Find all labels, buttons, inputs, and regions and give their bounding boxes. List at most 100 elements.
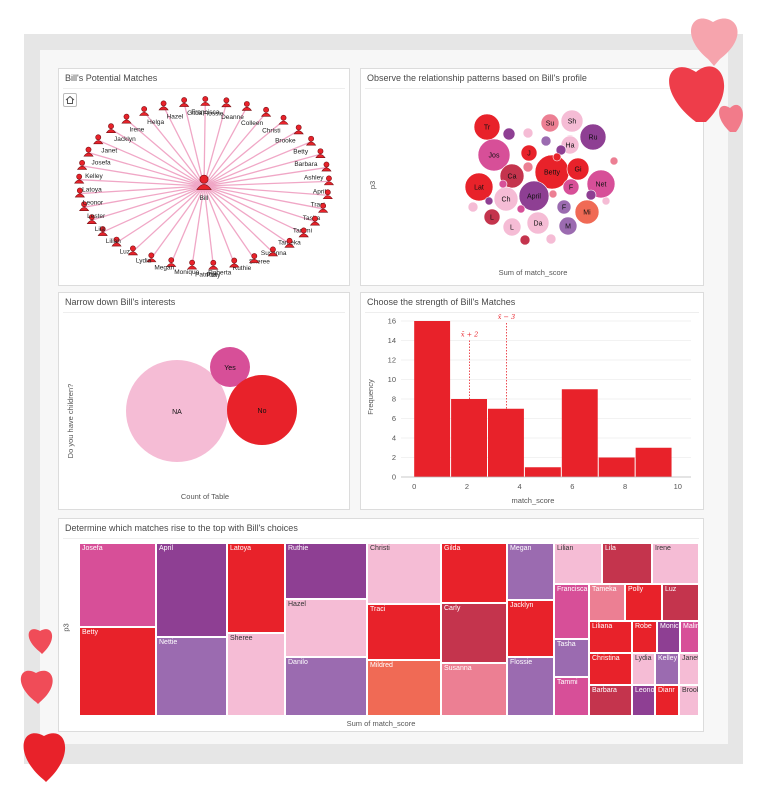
- person-icon[interactable]: [200, 96, 211, 106]
- treemap-cell[interactable]: Liliana: [589, 621, 632, 653]
- person-icon[interactable]: [79, 201, 90, 211]
- person-icon[interactable]: [86, 214, 97, 224]
- treemap-cell[interactable]: Nettie: [156, 637, 227, 716]
- treemap-cell[interactable]: Dianr: [655, 685, 679, 716]
- treemap-cell[interactable]: Lydia: [632, 653, 655, 685]
- treemap-cell[interactable]: Gilda: [441, 543, 507, 603]
- bubble[interactable]: [558, 216, 578, 236]
- person-icon[interactable]: [83, 146, 94, 157]
- bubble-yes[interactable]: [210, 347, 250, 387]
- person-icon[interactable]: [121, 113, 132, 124]
- treemap-cell[interactable]: Malin: [680, 621, 699, 653]
- person-icon[interactable]: [293, 124, 304, 135]
- bubble[interactable]: [519, 234, 531, 246]
- treemap-cell[interactable]: Carly: [441, 603, 507, 663]
- bubble[interactable]: [560, 109, 584, 133]
- person-icon[interactable]: [187, 259, 198, 270]
- treemap-cell[interactable]: Lila: [602, 543, 652, 584]
- person-icon[interactable]: [196, 174, 212, 190]
- bubble[interactable]: [556, 199, 572, 215]
- treemap-cell[interactable]: Ruthie: [285, 543, 367, 599]
- histogram-bar[interactable]: [598, 457, 635, 478]
- bubble[interactable]: [601, 196, 611, 206]
- treemap-cell[interactable]: Susanna: [441, 663, 507, 716]
- treemap-cell[interactable]: Lilian: [554, 543, 602, 584]
- treemap-cell[interactable]: Brook: [679, 685, 699, 716]
- treemap-cell[interactable]: Betty: [79, 627, 156, 716]
- bubble[interactable]: [518, 180, 550, 212]
- treemap-cell[interactable]: Kelley: [655, 653, 679, 685]
- treemap-cell[interactable]: Christina: [589, 653, 632, 685]
- treemap-cell[interactable]: Monic: [657, 621, 680, 653]
- person-icon[interactable]: [267, 246, 278, 257]
- treemap-cell[interactable]: Danilo: [285, 657, 367, 716]
- treemap-cell[interactable]: Tammi: [554, 677, 589, 716]
- person-icon[interactable]: [284, 237, 295, 248]
- treemap-cell[interactable]: Leono: [632, 685, 655, 716]
- histogram-bar[interactable]: [451, 399, 487, 477]
- histogram-bar[interactable]: [561, 389, 598, 477]
- bubble[interactable]: [502, 217, 522, 237]
- person-icon[interactable]: [105, 123, 117, 133]
- bubble[interactable]: [540, 135, 552, 147]
- bubble-na[interactable]: [126, 360, 228, 462]
- treemap-cell[interactable]: April: [156, 543, 227, 637]
- treemap-cell[interactable]: Barbara: [589, 685, 632, 716]
- bubble[interactable]: [473, 113, 501, 141]
- person-icon[interactable]: [298, 227, 309, 238]
- treemap-cell[interactable]: Sheree: [227, 633, 285, 716]
- home-icon[interactable]: [63, 93, 77, 107]
- treemap[interactable]: Josefa Betty April Nettie Latoya Sheree Ruthie…: [79, 543, 699, 716]
- bubble[interactable]: [579, 123, 607, 151]
- bubble[interactable]: [574, 199, 600, 225]
- treemap-cell[interactable]: Janet: [679, 653, 699, 685]
- person-icon[interactable]: [139, 106, 150, 116]
- treemap-cell[interactable]: Latoya: [227, 543, 285, 633]
- person-icon[interactable]: [74, 187, 85, 198]
- bubble[interactable]: [562, 178, 580, 196]
- treemap-cell[interactable]: Josefa: [79, 543, 156, 627]
- person-icon[interactable]: [179, 97, 190, 107]
- bubble[interactable]: [548, 189, 558, 199]
- person-icon[interactable]: [318, 202, 329, 213]
- children-bubble-chart[interactable]: Do you have children? NA Yes No Count of…: [59, 313, 349, 509]
- treemap-cell[interactable]: Flossie: [507, 657, 554, 716]
- bubble[interactable]: [467, 201, 479, 213]
- person-icon[interactable]: [208, 259, 219, 270]
- person-icon[interactable]: [77, 159, 88, 170]
- treemap-cell[interactable]: Tameka: [589, 584, 625, 621]
- person-icon[interactable]: [111, 236, 122, 247]
- histogram-bar[interactable]: [524, 467, 561, 477]
- treemap-cell[interactable]: Megan: [507, 543, 554, 600]
- treemap-cell[interactable]: Tasha: [554, 639, 589, 677]
- treemap-cell[interactable]: Polly: [625, 584, 662, 621]
- treemap-cell[interactable]: Traci: [367, 604, 441, 660]
- bubble[interactable]: [585, 189, 597, 201]
- bubble[interactable]: [464, 172, 494, 202]
- person-icon[interactable]: [249, 253, 260, 263]
- person-icon[interactable]: [323, 175, 335, 186]
- person-icon[interactable]: [93, 134, 104, 145]
- bubble-no[interactable]: [227, 375, 297, 445]
- bubble[interactable]: [566, 157, 590, 181]
- histogram-chart[interactable]: Frequency match_score 0 2 4 6 8 10 12 14 16 0 2 4 6 8…: [361, 313, 703, 509]
- person-icon[interactable]: [229, 257, 240, 268]
- person-icon[interactable]: [322, 189, 333, 200]
- bubble[interactable]: [545, 233, 557, 245]
- person-icon[interactable]: [241, 101, 252, 111]
- bubble[interactable]: [520, 144, 538, 162]
- bubble[interactable]: [483, 208, 501, 226]
- treemap-cell[interactable]: Mildred: [367, 660, 441, 716]
- person-icon[interactable]: [158, 100, 169, 111]
- person-icon[interactable]: [221, 97, 232, 108]
- histogram-bar[interactable]: [414, 321, 451, 477]
- histogram-bar[interactable]: [635, 447, 672, 477]
- person-icon[interactable]: [166, 257, 177, 267]
- bubble[interactable]: [484, 196, 494, 206]
- treemap-cell[interactable]: Luz: [662, 584, 699, 621]
- bubble[interactable]: [609, 156, 619, 166]
- histogram-bar[interactable]: [488, 408, 524, 477]
- person-icon[interactable]: [97, 226, 108, 236]
- bubble[interactable]: [498, 179, 508, 189]
